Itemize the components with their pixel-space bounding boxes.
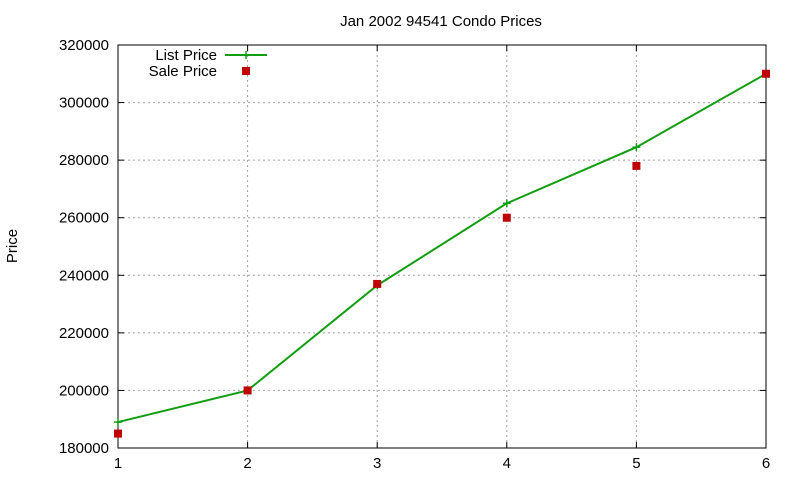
legend-label-sale-price: Sale Price <box>149 63 217 80</box>
legend-marker-list-price <box>242 51 250 59</box>
x-tick-label: 5 <box>632 455 640 472</box>
plot-frame <box>117 44 767 449</box>
sale-price-point <box>502 213 511 222</box>
plot-area <box>114 69 770 438</box>
x-tick-label: 6 <box>762 455 770 472</box>
x-tick-label: 4 <box>503 455 511 472</box>
sale-price-point <box>632 161 641 170</box>
list-price-point <box>502 199 511 208</box>
sale-price-point <box>762 69 770 78</box>
list-price-point <box>114 418 122 427</box>
sale-price-point <box>373 279 382 288</box>
y-tick-label: 260000 <box>59 210 109 227</box>
legend-swatch-sale-price <box>242 67 250 75</box>
sale-price-point <box>114 429 122 438</box>
axes <box>117 44 767 449</box>
list-price-point <box>632 143 641 152</box>
y-tick-label: 180000 <box>59 440 109 457</box>
legend-label-list-price: List Price <box>155 47 217 64</box>
y-tick-label: 220000 <box>59 325 109 342</box>
x-tick-label: 1 <box>114 455 122 472</box>
list-price-line <box>117 72 767 424</box>
chart-title: Jan 2002 94541 Condo Prices <box>340 13 542 30</box>
x-tick-label: 2 <box>243 455 251 472</box>
ticks: 1 2 3 4 5 6 180000 200000 220000 240000 260000 2800… <box>59 37 770 472</box>
y-tick-label: 200000 <box>59 382 109 399</box>
y-tick-label: 320000 <box>59 37 109 54</box>
y-tick-label: 240000 <box>59 267 109 284</box>
grid <box>118 45 766 448</box>
y-axis-label: Price <box>4 229 21 263</box>
y-tick-label: 280000 <box>59 152 109 169</box>
x-tick-label: 3 <box>373 455 381 472</box>
sale-price-point <box>243 386 252 395</box>
y-tick-label: 300000 <box>59 95 109 112</box>
